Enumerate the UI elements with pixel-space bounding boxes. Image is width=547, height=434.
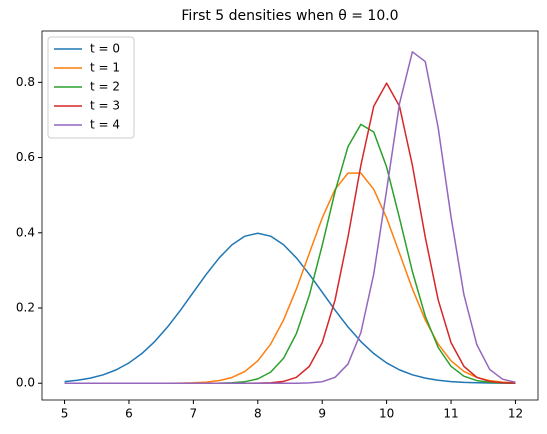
- chart-title: First 5 densities when θ = 10.0: [181, 8, 398, 24]
- legend-label: t = 3: [90, 99, 120, 113]
- legend-label: t = 1: [90, 61, 120, 75]
- y-tick-label: 0.2: [16, 301, 35, 315]
- y-tick-label: 0.0: [16, 376, 35, 390]
- x-tick-label: 8: [254, 407, 262, 421]
- x-tick-label: 7: [190, 407, 198, 421]
- y-tick-label: 0.4: [16, 225, 35, 239]
- plot-frame: [41, 30, 539, 401]
- line-series: [64, 123, 516, 384]
- x-tick-label: 12: [508, 407, 523, 421]
- line-series: [64, 232, 516, 384]
- line-series: [64, 172, 516, 384]
- x-tick-label: 5: [61, 407, 69, 421]
- y-tick-label: 0.6: [16, 150, 35, 164]
- legend-label: t = 2: [90, 80, 120, 94]
- legend-label: t = 0: [90, 42, 120, 56]
- legend-label: t = 4: [90, 118, 120, 132]
- x-tick-label: 11: [443, 407, 458, 421]
- x-tick-label: 9: [318, 407, 326, 421]
- y-tick-label: 0.8: [16, 75, 35, 89]
- x-tick-label: 10: [379, 407, 394, 421]
- line-series: [64, 51, 516, 384]
- x-tick-label: 6: [125, 407, 133, 421]
- legend-box: [47, 36, 135, 139]
